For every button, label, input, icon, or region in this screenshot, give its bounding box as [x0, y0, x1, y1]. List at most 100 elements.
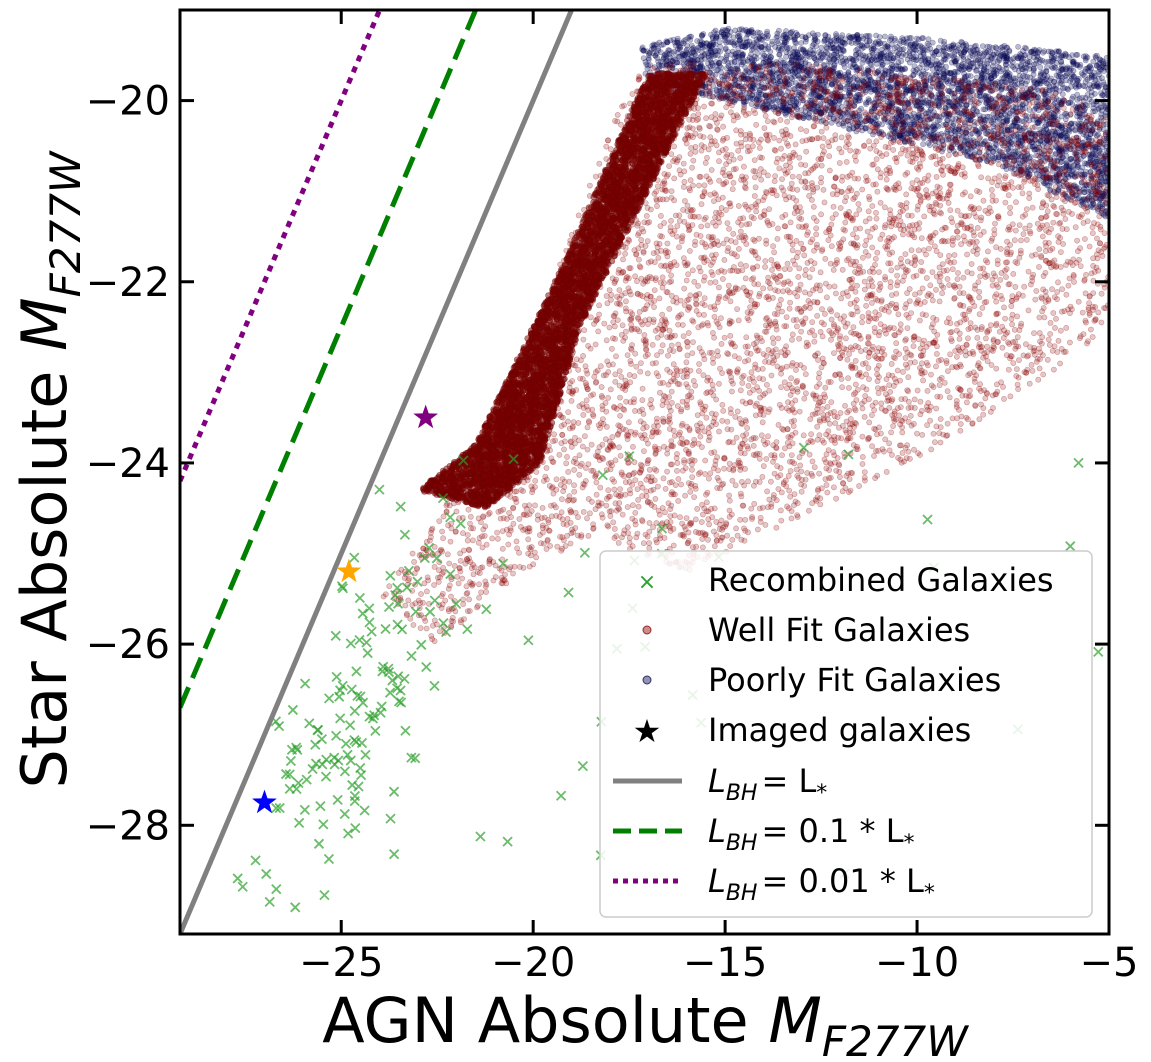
poorly-fit-point	[964, 93, 971, 100]
well-fit-point	[859, 461, 866, 467]
poorly-fit-point	[782, 105, 789, 112]
poorly-fit-point	[673, 39, 680, 46]
poorly-fit-point	[900, 39, 907, 46]
poorly-fit-point	[800, 47, 807, 54]
poorly-fit-point	[662, 51, 669, 58]
poorly-fit-point	[1034, 170, 1040, 177]
poorly-fit-point	[1102, 84, 1109, 91]
poorly-fit-point	[904, 86, 911, 93]
poorly-fit-point	[881, 70, 888, 77]
poorly-fit-point	[985, 156, 992, 163]
poorly-fit-point	[1082, 55, 1089, 62]
poorly-fit-point	[782, 104, 789, 111]
poorly-fit-point	[1088, 85, 1095, 91]
well-fit-point	[683, 515, 690, 521]
poorly-fit-point	[793, 40, 800, 46]
poorly-fit-point	[745, 30, 752, 37]
well-fit-point	[769, 267, 775, 273]
poorly-fit-point	[841, 40, 848, 46]
poorly-fit-point	[964, 58, 971, 65]
well-fit-point	[823, 124, 830, 131]
poorly-fit-point	[1004, 73, 1011, 80]
poorly-fit-point	[953, 81, 960, 88]
poorly-fit-point	[904, 125, 911, 132]
poorly-fit-point	[804, 53, 811, 59]
well-fit-point	[728, 75, 734, 82]
poorly-fit-point	[908, 133, 915, 140]
poorly-fit-point	[900, 108, 907, 115]
well-fit-point	[944, 388, 951, 395]
poorly-fit-point	[1089, 193, 1095, 199]
well-fit-point	[692, 516, 699, 523]
poorly-fit-point	[918, 71, 925, 78]
poorly-fit-point	[951, 69, 958, 75]
poorly-fit-point	[1079, 94, 1086, 101]
poorly-fit-point	[1102, 112, 1109, 119]
well-fit-point	[1053, 194, 1060, 200]
well-fit-point	[721, 465, 727, 472]
poorly-fit-point	[953, 115, 959, 122]
poorly-fit-point	[713, 59, 720, 65]
poorly-fit-point	[1037, 154, 1044, 161]
poorly-fit-point	[951, 56, 957, 63]
poorly-fit-point	[674, 35, 681, 42]
poorly-fit-point	[1098, 190, 1104, 196]
poorly-fit-point	[1072, 174, 1078, 180]
poorly-fit-point	[1068, 120, 1075, 127]
poorly-fit-point	[1099, 75, 1105, 81]
well-fit-point	[870, 101, 877, 107]
poorly-fit-point	[753, 36, 760, 43]
poorly-fit-point	[870, 45, 877, 52]
poorly-fit-point	[700, 31, 707, 37]
poorly-fit-point	[935, 69, 942, 76]
poorly-fit-point	[689, 57, 696, 64]
well-fit-point	[689, 350, 696, 357]
poorly-fit-point	[792, 48, 798, 55]
poorly-fit-point	[1076, 188, 1083, 195]
well-fit-point	[1019, 190, 1026, 197]
well-fit-point	[918, 259, 925, 265]
well-fit-point	[703, 499, 710, 506]
well-fit-point	[1057, 151, 1064, 157]
poorly-fit-point	[846, 34, 853, 41]
poorly-fit-point	[945, 136, 952, 143]
poorly-fit-point	[901, 105, 908, 112]
poorly-fit-point	[924, 113, 931, 120]
poorly-fit-point	[941, 44, 947, 51]
poorly-fit-point	[920, 35, 926, 41]
poorly-fit-point	[889, 123, 896, 130]
poorly-fit-point	[940, 141, 947, 148]
well-fit-point	[772, 173, 778, 179]
poorly-fit-point	[929, 97, 936, 104]
poorly-fit-point	[1064, 64, 1071, 71]
poorly-fit-point	[655, 58, 662, 65]
well-fit-point	[991, 81, 998, 87]
poorly-fit-point	[999, 47, 1006, 53]
poorly-fit-point	[1073, 185, 1080, 192]
poorly-fit-point	[822, 32, 829, 39]
poorly-fit-point	[898, 66, 904, 72]
poorly-fit-point	[902, 90, 909, 97]
poorly-fit-point	[908, 126, 915, 133]
poorly-fit-point	[863, 101, 869, 108]
well-fit-point	[811, 464, 818, 471]
poorly-fit-point	[1036, 78, 1043, 85]
well-fit-point	[796, 223, 802, 230]
poorly-fit-point	[1101, 212, 1107, 218]
poorly-fit-point	[919, 88, 925, 95]
poorly-fit-point	[967, 131, 974, 138]
well-fit-point	[797, 82, 803, 89]
well-fit-point	[933, 423, 940, 430]
poorly-fit-point	[732, 76, 738, 83]
poorly-fit-point	[999, 53, 1006, 60]
poorly-fit-point	[895, 66, 902, 73]
poorly-fit-point	[1083, 132, 1090, 139]
poorly-fit-point	[970, 60, 976, 67]
poorly-fit-point	[1063, 72, 1070, 78]
poorly-fit-point	[1010, 75, 1017, 82]
poorly-fit-point	[714, 52, 721, 59]
poorly-fit-point	[761, 34, 768, 40]
poorly-fit-point	[1094, 144, 1101, 151]
poorly-fit-point	[847, 63, 854, 70]
well-fit-point	[789, 336, 795, 343]
